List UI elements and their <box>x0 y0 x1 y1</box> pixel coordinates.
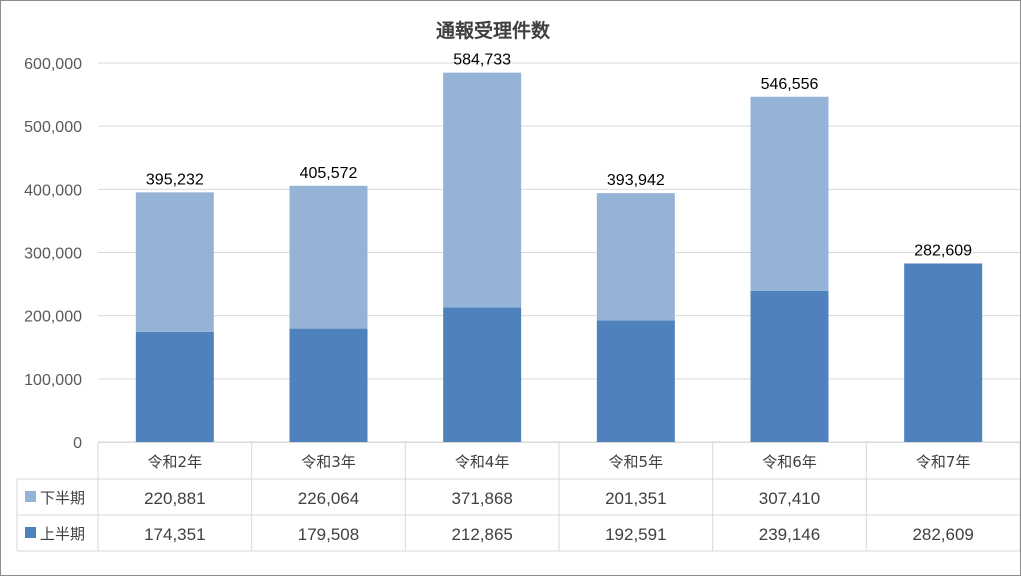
total-label: 405,572 <box>300 165 358 182</box>
chart-title: 通報受理件数 <box>436 19 551 42</box>
y-tick-label: 100,000 <box>24 372 82 389</box>
table-cell: 220,881 <box>144 489 205 508</box>
total-label: 282,609 <box>914 242 972 259</box>
y-tick-label: 500,000 <box>24 119 82 136</box>
gridlines <box>98 62 1020 443</box>
table-cell: 179,508 <box>298 525 359 544</box>
bar-second-half <box>596 193 675 321</box>
bar-first-half <box>289 328 368 442</box>
category-label: 令和4年 <box>455 453 510 471</box>
bar-first-half <box>904 263 983 442</box>
total-label: 584,733 <box>453 52 511 69</box>
table-cell: 371,868 <box>451 489 512 508</box>
category-label: 令和2年 <box>148 453 203 471</box>
total-label: 395,232 <box>146 171 204 188</box>
table-cell: 239,146 <box>759 525 820 544</box>
bar-first-half <box>443 307 522 442</box>
legend-key-second-half <box>25 491 36 502</box>
legend-label-second-half: 下半期 <box>40 489 85 507</box>
total-label: 393,942 <box>607 172 665 189</box>
y-tick-label: 400,000 <box>24 182 82 199</box>
bars <box>135 72 983 442</box>
category-label: 令和7年 <box>916 453 971 471</box>
bar-first-half <box>750 290 829 442</box>
table-cell: 282,609 <box>912 525 973 544</box>
legend-key-first-half <box>25 527 36 538</box>
table-cell: 192,591 <box>605 525 666 544</box>
bar-second-half <box>443 72 522 308</box>
table-cell: 174,351 <box>144 525 205 544</box>
y-tick-label: 300,000 <box>24 246 82 263</box>
table-cell: 307,410 <box>759 489 820 508</box>
data-labels: 395,232 405,572 584,733 393,942 546,556 282,6… <box>146 52 972 260</box>
category-label: 令和6年 <box>762 453 817 471</box>
y-tick-label: 0 <box>73 435 82 452</box>
legend-label-first-half: 上半期 <box>40 525 85 543</box>
total-label: 546,556 <box>761 76 819 93</box>
y-axis: 0 100,000 200,000 300,000 400,000 500,000 600,… <box>24 56 82 452</box>
bar-first-half <box>135 331 214 442</box>
category-label: 令和5年 <box>609 453 664 471</box>
y-tick-label: 600,000 <box>24 56 82 73</box>
bar-first-half <box>596 320 675 442</box>
bar-second-half <box>289 185 368 329</box>
table-cell: 226,064 <box>298 489 359 508</box>
bar-second-half <box>750 96 829 291</box>
bar-second-half <box>135 192 214 332</box>
table-cell: 212,865 <box>451 525 512 544</box>
table-cell: 201,351 <box>605 489 666 508</box>
y-tick-label: 200,000 <box>24 309 82 326</box>
category-label: 令和3年 <box>301 453 356 471</box>
